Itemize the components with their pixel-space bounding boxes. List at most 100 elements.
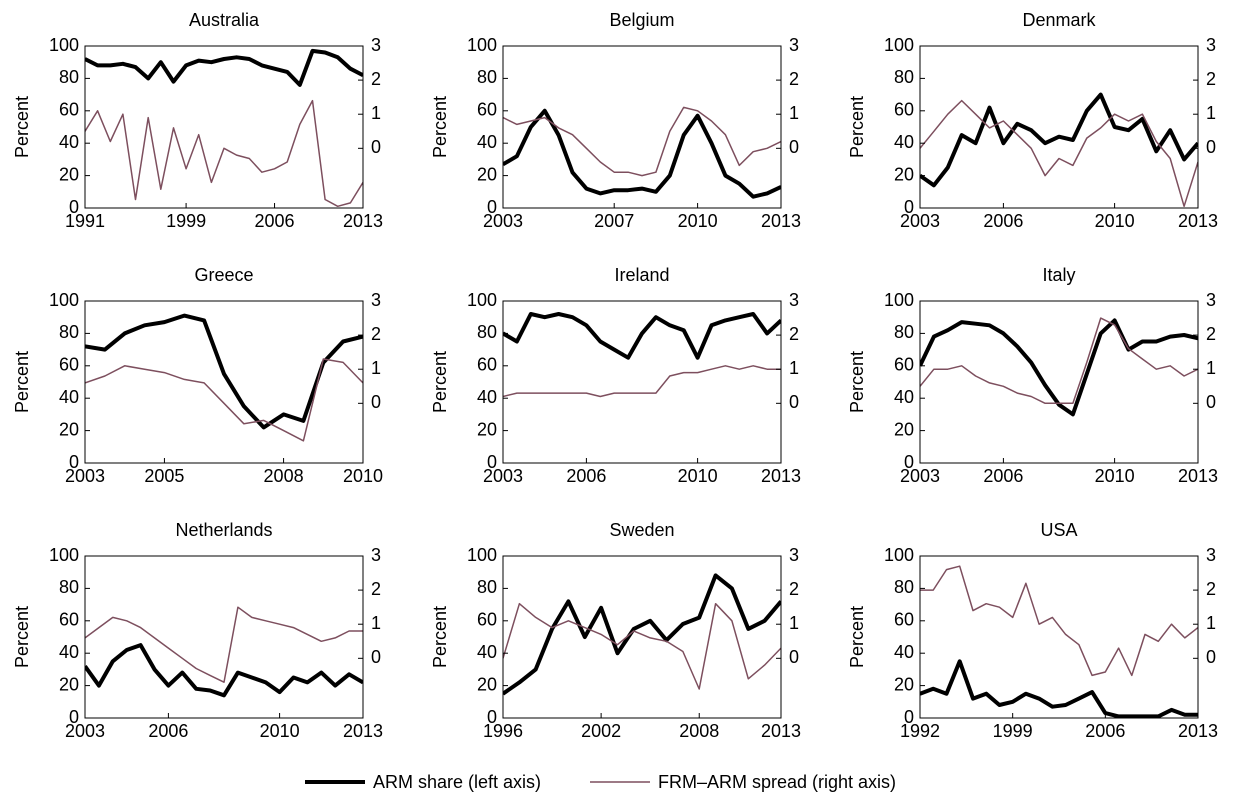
plot-frame	[502, 300, 782, 464]
y-tick-label: 60	[894, 355, 914, 375]
y-tick-label: 100	[884, 290, 914, 310]
y-tick-label: 60	[59, 355, 79, 375]
y-axis-label: Percent	[847, 351, 867, 413]
panel-title: Ireland	[614, 265, 669, 285]
y2-tick-label: 1	[789, 613, 799, 633]
y2-tick-label: 0	[1206, 137, 1216, 157]
y2-tick-label: 1	[1206, 358, 1216, 378]
y-tick-label: 20	[59, 674, 79, 694]
y-tick-label: 80	[59, 67, 79, 87]
y-tick-label: 40	[59, 642, 79, 662]
y-tick-label: 40	[894, 387, 914, 407]
y2-tick-label: 0	[1206, 392, 1216, 412]
y-tick-label: 40	[477, 132, 497, 152]
legend-label: FRM–ARM spread (right axis)	[658, 772, 896, 792]
x-tick-label: 2006	[983, 211, 1023, 231]
y-axis-label: Percent	[430, 96, 450, 158]
y-axis-label: Percent	[430, 351, 450, 413]
y2-tick-label: 2	[371, 579, 381, 599]
y-tick-label: 0	[69, 452, 79, 472]
x-tick-label: 1991	[65, 211, 105, 231]
y-axis-label: Percent	[12, 351, 32, 413]
plot-frame	[919, 555, 1199, 719]
x-tick-label: 1999	[993, 721, 1033, 741]
y-tick-label: 40	[477, 387, 497, 407]
y2-tick-label: 1	[1206, 613, 1216, 633]
y-tick-label: 80	[894, 322, 914, 342]
panel-title: Australia	[189, 10, 260, 30]
y2-tick-label: 1	[371, 358, 381, 378]
x-tick-label: 1992	[900, 721, 940, 741]
y2-tick-label: 3	[1206, 545, 1216, 565]
y-tick-label: 0	[487, 707, 497, 727]
spread-line	[503, 365, 781, 398]
y-tick-label: 40	[894, 642, 914, 662]
spread-line	[503, 106, 781, 177]
y-tick-label: 0	[69, 707, 79, 727]
panel: Sweden Percent 0 20 40 60 80 100 0 1 2 3 1996 2002 200…	[430, 520, 801, 741]
y-tick-label: 100	[884, 545, 914, 565]
x-tick-label: 2005	[144, 466, 184, 486]
panel: Australia Percent 0 20 40 60 80 100 0 1 2 3 1991 1999…	[12, 10, 383, 231]
y-tick-label: 0	[904, 452, 914, 472]
y2-tick-label: 3	[1206, 290, 1216, 310]
y-tick-label: 0	[487, 452, 497, 472]
y2-tick-label: 2	[1206, 324, 1216, 344]
x-tick-label: 1999	[166, 211, 206, 231]
x-tick-label: 2007	[594, 211, 634, 231]
x-tick-label: 2013	[1178, 466, 1218, 486]
y-tick-label: 80	[894, 577, 914, 597]
x-tick-label: 2010	[678, 211, 718, 231]
plot-frame	[84, 45, 364, 209]
share-line	[85, 48, 363, 87]
y-tick-label: 80	[894, 67, 914, 87]
share-line	[920, 92, 1198, 188]
y-tick-label: 0	[69, 197, 79, 217]
x-tick-label: 2002	[581, 721, 621, 741]
y2-tick-label: 2	[1206, 69, 1216, 89]
y-tick-label: 20	[894, 164, 914, 184]
y-axis-label: Percent	[12, 606, 32, 668]
y-tick-label: 60	[59, 610, 79, 630]
y2-tick-label: 2	[789, 579, 799, 599]
y-tick-label: 40	[59, 132, 79, 152]
y-tick-label: 20	[894, 419, 914, 439]
plot-frame	[919, 45, 1199, 209]
x-tick-label: 2006	[255, 211, 295, 231]
y-tick-label: 20	[477, 419, 497, 439]
plot-frame	[502, 45, 782, 209]
y-tick-label: 20	[59, 164, 79, 184]
y-tick-label: 100	[49, 35, 79, 55]
y-tick-label: 100	[467, 35, 497, 55]
panel-title: Sweden	[609, 520, 674, 540]
y-tick-label: 80	[59, 322, 79, 342]
y2-tick-label: 3	[789, 290, 799, 310]
y2-tick-label: 0	[789, 137, 799, 157]
x-tick-label: 2003	[900, 211, 940, 231]
y2-tick-label: 0	[789, 647, 799, 667]
y-tick-label: 100	[467, 290, 497, 310]
panel: Ireland Percent 0 20 40 60 80 100 0 1 2 3 2003 2006 20…	[430, 265, 801, 486]
panel-title: Italy	[1042, 265, 1075, 285]
panel-title: USA	[1040, 520, 1077, 540]
y2-tick-label: 2	[371, 324, 381, 344]
y-axis-label: Percent	[12, 96, 32, 158]
y-tick-label: 100	[884, 35, 914, 55]
panel: Italy Percent 0 20 40 60 80 100 0 1 2 3 2003 2006 2010…	[847, 265, 1218, 486]
x-tick-label: 2006	[148, 721, 188, 741]
y-tick-label: 20	[894, 674, 914, 694]
legend: ARM share (left axis) FRM–ARM spread (ri…	[305, 772, 896, 792]
share-line	[920, 659, 1198, 718]
x-tick-label: 2008	[679, 721, 719, 741]
x-tick-label: 2003	[65, 466, 105, 486]
y-tick-label: 60	[894, 610, 914, 630]
y-tick-label: 20	[59, 419, 79, 439]
y2-tick-label: 0	[371, 647, 381, 667]
x-tick-label: 2013	[1178, 211, 1218, 231]
spread-line	[920, 565, 1198, 677]
panel-title: Belgium	[609, 10, 674, 30]
y-tick-label: 60	[894, 100, 914, 120]
y-tick-label: 60	[477, 100, 497, 120]
plot-frame	[502, 555, 782, 719]
